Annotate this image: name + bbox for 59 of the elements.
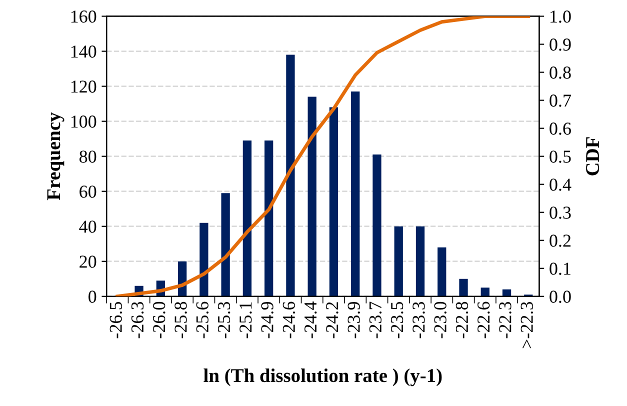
y-tick-label: 0 xyxy=(88,290,96,303)
x-tick-label: -23.0 xyxy=(434,302,446,338)
x-tick-label: -23.7 xyxy=(369,302,382,338)
bar xyxy=(329,107,338,296)
bar xyxy=(480,288,490,296)
y-tick-label: 80 xyxy=(80,150,96,163)
x-tick-label: -26.5 xyxy=(110,302,122,338)
y2-tick-label: 1.0 xyxy=(550,10,571,23)
y2-tick-label: 0.7 xyxy=(550,94,571,107)
y-tick-label: 40 xyxy=(79,220,96,233)
y2-tick-label: 0.4 xyxy=(550,178,572,191)
x-tick-label: -22.3 xyxy=(499,302,512,338)
x-tick-label: -26.3 xyxy=(131,302,144,338)
x-tick-label: -23.9 xyxy=(348,302,360,338)
y2-tick-label: 0.8 xyxy=(550,66,571,79)
bar xyxy=(438,247,446,296)
x-tick-label: -23.3 xyxy=(412,302,425,338)
y2-tick-label: 0.9 xyxy=(550,38,571,51)
bar xyxy=(372,154,382,296)
bar xyxy=(459,278,468,296)
y2-tick-label: 0.2 xyxy=(550,234,571,247)
y2-tick-label: 0.1 xyxy=(550,262,570,275)
x-tick-label: -22.6 xyxy=(478,302,490,338)
y2-tick-label: 0.3 xyxy=(550,206,571,219)
y-tick-label: 140 xyxy=(71,46,96,58)
x-tick-label: -23.5 xyxy=(391,302,404,338)
line-series xyxy=(116,16,530,296)
y2-tick-label: 0.6 xyxy=(550,122,571,135)
x-tick-label: -26.0 xyxy=(153,302,166,338)
x-tick-label: -24.2 xyxy=(326,302,338,338)
x-axis-title: ln (Th dissolution rate ) (y-1) xyxy=(204,368,442,386)
y-tick-label: 20 xyxy=(80,256,96,268)
bar xyxy=(221,193,230,296)
y-tick-label: 100 xyxy=(71,116,96,128)
y-tick-label: 120 xyxy=(71,80,96,93)
bar xyxy=(394,226,403,296)
x-tick-label: -25.3 xyxy=(218,302,230,338)
bar xyxy=(242,140,252,296)
bar xyxy=(308,96,316,296)
x-tick-label: -24.4 xyxy=(304,302,317,338)
y-axis-title: Frequency xyxy=(47,112,64,200)
y-tick-label: 60 xyxy=(80,186,96,198)
bar xyxy=(502,289,512,296)
x-tick-label: -25.8 xyxy=(174,302,187,338)
x-tick-label: >-22.3 xyxy=(520,302,534,348)
bar xyxy=(200,222,208,296)
y-tick-label: 160 xyxy=(71,10,96,23)
x-tick-label: -22.8 xyxy=(456,302,468,338)
bar xyxy=(416,226,425,296)
y2-tick-label: 0.0 xyxy=(550,290,571,303)
bar xyxy=(351,92,360,296)
x-tick-label: -24.6 xyxy=(282,302,296,338)
x-tick-label: -25.6 xyxy=(196,302,209,338)
x-tick-label: -24.9 xyxy=(261,302,274,338)
x-tick-label: -25.1 xyxy=(240,302,252,338)
y2-axis-title: CDF xyxy=(586,137,600,176)
bar xyxy=(264,140,274,296)
y2-tick-label: 0.5 xyxy=(550,150,571,163)
bar xyxy=(286,54,295,296)
